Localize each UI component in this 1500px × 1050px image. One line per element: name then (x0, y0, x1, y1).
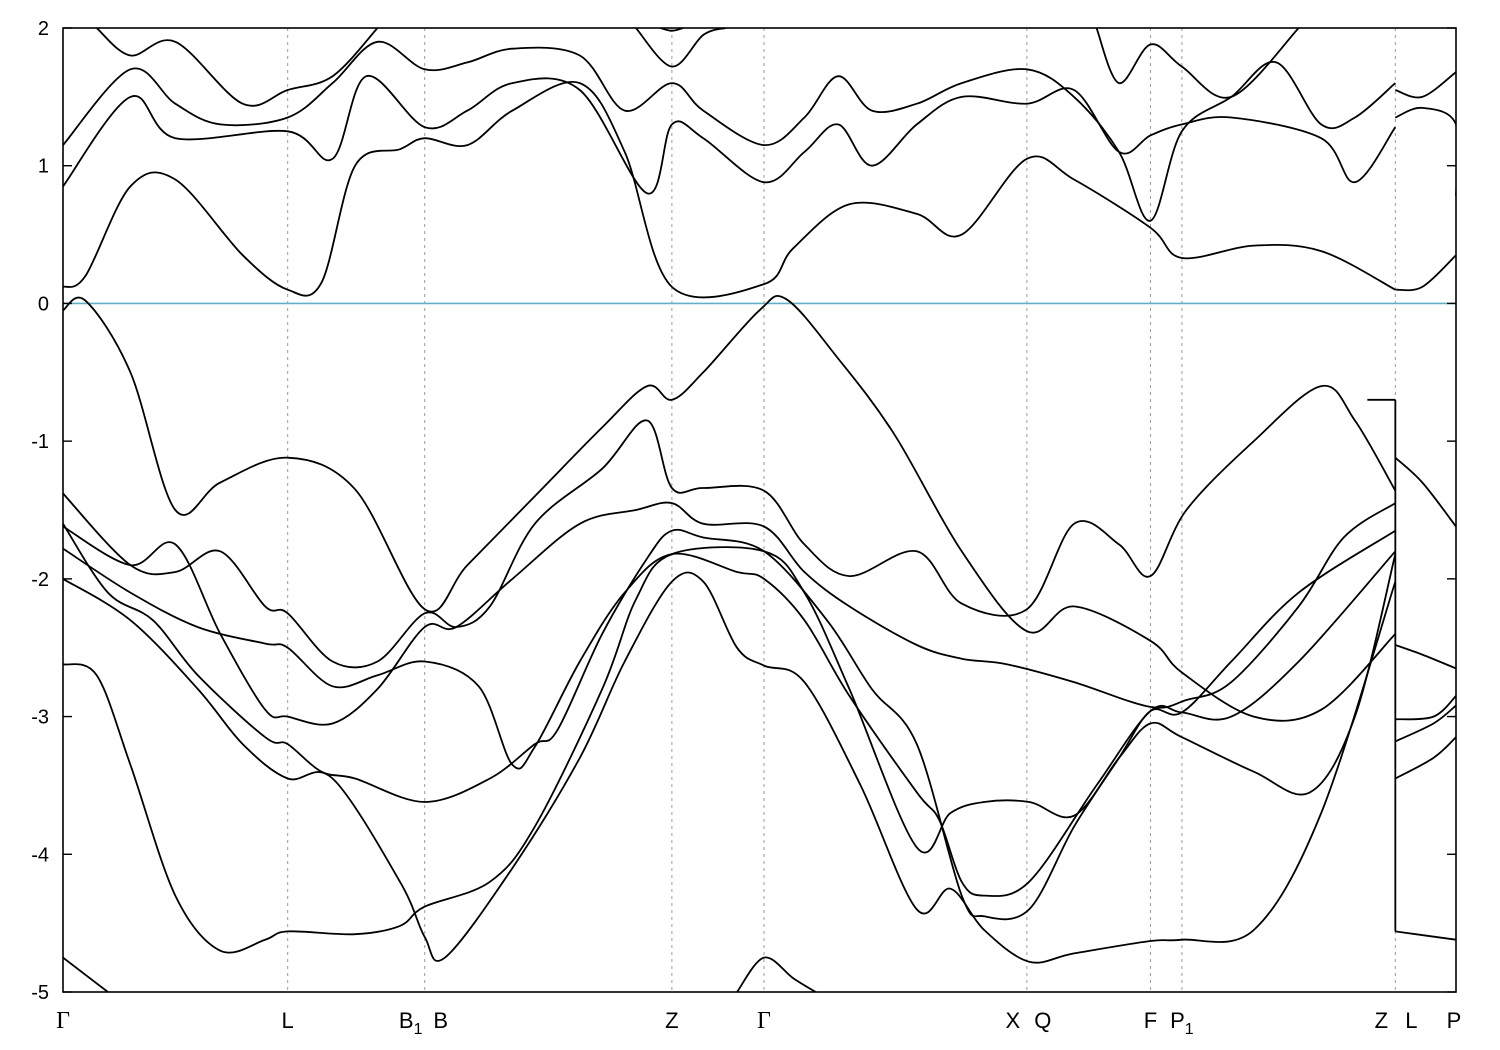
y-tick-label: 2 (38, 18, 49, 40)
kpoint-label: Γ (757, 1008, 771, 1034)
kpoint-label: B1 (399, 1008, 423, 1038)
band-line-10 (63, 40, 1396, 222)
kpoint-label: Γ (56, 1008, 70, 1034)
band-line-24 (1395, 254, 1456, 292)
band-line-6 (63, 384, 1397, 669)
band-line-14 (660, 28, 684, 32)
band-line-5 (63, 501, 1396, 726)
y-tick-label: 0 (38, 293, 49, 315)
band-line-18 (1395, 695, 1456, 721)
kpoint-label: L (1405, 1008, 1417, 1033)
kpath-lines (287, 28, 1396, 992)
band-line-8 (63, 80, 1396, 299)
kpoint-label: Z (1375, 1008, 1388, 1033)
band-line-22 (1394, 106, 1456, 196)
y-tick-label: -2 (31, 569, 49, 591)
kpoint-label: Z (665, 1008, 678, 1033)
plot-frame (62, 27, 1457, 993)
kpoint-label: X (1006, 1008, 1021, 1033)
band-line-4 (63, 547, 1396, 897)
x-axis-kpoint-labels: Γ L B1 B Z Γ X Q F P1 Z L P (56, 1008, 1461, 1038)
band-line-23 (1395, 71, 1456, 99)
kpoint-label: L (282, 1008, 294, 1033)
band-line-2 (63, 571, 1397, 964)
band-line-21 (1395, 930, 1456, 941)
band-line-3 (63, 523, 1396, 921)
band-lines (63, 28, 1456, 992)
y-tick-label: -5 (31, 982, 49, 1004)
band-line-13 (1095, 28, 1300, 99)
y-tick-label: -1 (31, 431, 49, 453)
kpoint-label: F (1144, 1008, 1157, 1033)
kpoint-label: P1 (1170, 1008, 1194, 1038)
band-line-9 (63, 75, 1397, 195)
y-tick-label: 1 (38, 156, 49, 178)
band-line-16 (1394, 457, 1456, 528)
band-line-15 (736, 956, 817, 992)
band-line-12 (635, 28, 727, 68)
band-line-7 (63, 295, 1396, 722)
y-tick-label: -4 (31, 844, 49, 866)
band-line-17 (1394, 644, 1456, 670)
band-line-11 (96, 28, 379, 107)
kpoint-label: Q (1034, 1008, 1051, 1033)
band-line-20 (1394, 736, 1456, 780)
y-tick-label: -3 (31, 707, 49, 729)
band-line-1 (63, 546, 1397, 954)
band-line-19 (1394, 704, 1456, 743)
kpoint-label: P (1447, 1008, 1462, 1033)
band-line-0 (63, 956, 109, 992)
y-axis: 2 1 0 -1 -2 -3 -4 -5 (31, 18, 1456, 1004)
kpoint-label: B (433, 1008, 448, 1033)
